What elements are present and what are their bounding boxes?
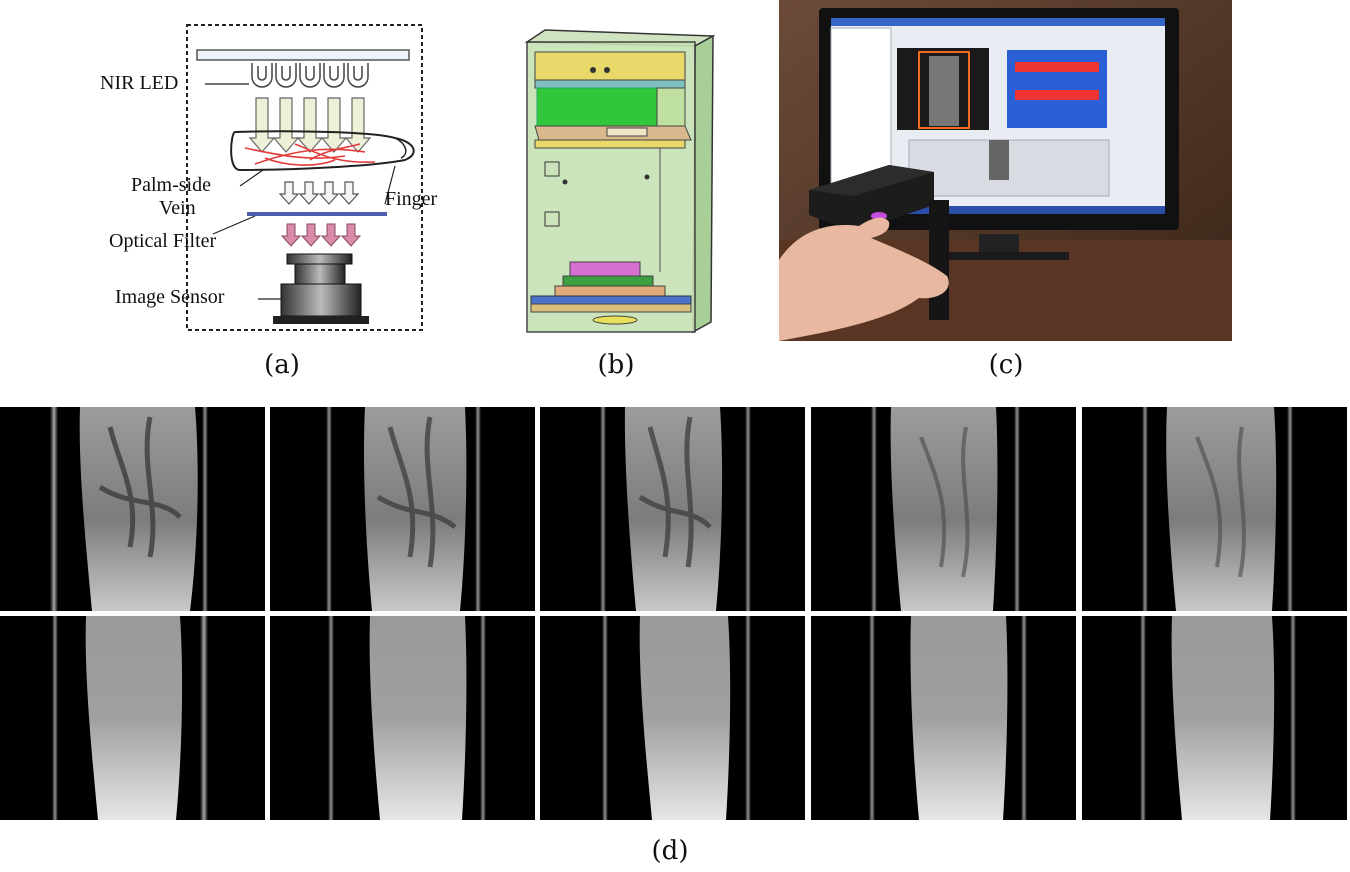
setup-photo-illustration (779, 0, 1232, 341)
vein-image-r2-c1 (0, 616, 265, 820)
label-nir-led: NIR LED (100, 72, 179, 94)
caption-b: (b) (597, 350, 635, 380)
finger-outline (230, 130, 415, 172)
vein-image-r2-c5 (1082, 616, 1347, 820)
device-schematic-drawing (186, 24, 423, 331)
led-light-arrows (248, 97, 372, 153)
label-image-sensor: Image Sensor (115, 286, 225, 308)
caption-c: (c) (988, 350, 1024, 380)
caption-a: (a) (264, 350, 300, 380)
top-plate (196, 49, 410, 61)
image-sensor (273, 253, 369, 324)
vein-lines (244, 143, 376, 166)
vein-image-r1-c5 (1082, 407, 1347, 611)
dashed-enclosure (186, 24, 423, 331)
vein-image-r1-c1 (0, 407, 265, 611)
vein-image-r1-c4 (811, 407, 1076, 611)
filtered-light-arrows (280, 223, 362, 247)
nir-led-array (251, 63, 369, 88)
panel-b-case-model (515, 22, 716, 337)
label-palm-side: Palm-side (131, 174, 211, 196)
vein-image-r2-c4 (811, 616, 1076, 820)
panel-c-setup-photo (779, 0, 1232, 341)
hand (779, 217, 949, 341)
transmitted-light-arrows (278, 181, 360, 205)
vein-image-r2-c2 (270, 616, 535, 820)
vein-image-r2-c3 (540, 616, 805, 820)
device-case-3d-drawing (524, 29, 716, 334)
vein-image-r1-c2 (270, 407, 535, 611)
vein-image-r1-c3 (540, 407, 805, 611)
label-optical-filter: Optical Filter (109, 230, 217, 252)
label-finger: Finger (385, 188, 438, 210)
panel-a-schematic: NIR LED Palm-side Vein Finger Optical Fi… (95, 20, 465, 340)
caption-d: (d) (651, 836, 689, 866)
panel-d-vein-image-grid (0, 407, 1350, 820)
label-vein: Vein (159, 197, 196, 219)
